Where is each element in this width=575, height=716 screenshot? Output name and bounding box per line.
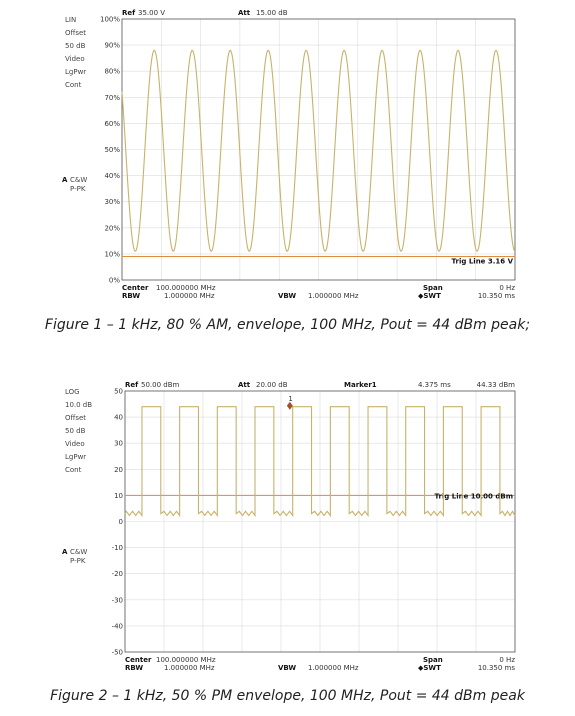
rbw-label: RBW: [122, 292, 140, 300]
figure-2-chart: Ref 50.00 dBm Att 20.00 dB Marker1 4.375 ms 44…: [0, 378, 575, 672]
side-label: 10.0 dB: [65, 401, 92, 409]
side-label: Cont: [65, 466, 82, 474]
marker-value: 44.33 dBm: [477, 381, 516, 389]
y-tick-label: 90%: [104, 42, 120, 50]
figure-1-svg: Ref 35.00 V Att 15.00 dB 100% 90% 80% 70% 60% 50%…: [62, 9, 516, 300]
marker-diamond: [286, 401, 293, 410]
y-tick-label: 0: [119, 518, 123, 526]
y-tick-label: 50: [114, 388, 123, 396]
side-label: LOG: [65, 388, 80, 396]
ref-label: Ref: [125, 381, 139, 389]
y-tick-label: 80%: [104, 68, 120, 76]
trigger-label: Trig Line 3.16 V: [452, 258, 514, 266]
trace-line: [121, 49, 516, 253]
y-tick-label: 60%: [104, 120, 120, 128]
marker-number: 1: [288, 395, 292, 403]
trace-label-mode: C&W: [70, 176, 87, 184]
span-label: Span: [423, 284, 443, 292]
y-tick-label: -40: [112, 622, 123, 630]
side-label: Video: [65, 55, 85, 63]
swt-label: ◆SWT: [418, 664, 441, 672]
center-value: 100.000000 MHz: [156, 284, 216, 292]
ref-value: 50.00 dBm: [141, 381, 180, 389]
span-value: 0 Hz: [499, 284, 515, 292]
swt-value: 10.350 ms: [478, 664, 516, 672]
swt-label: ◆SWT: [418, 292, 441, 300]
swt-value: 10.350 ms: [478, 292, 516, 300]
vbw-label: VBW: [278, 292, 296, 300]
figure-2-caption: Figure 2 – 1 kHz, 50 % PM envelope, 100 …: [50, 688, 525, 704]
y-tick-label: -50: [112, 649, 123, 657]
trace-label-a: A: [62, 548, 68, 556]
ref-value: 35.00 V: [138, 9, 165, 17]
marker-time: 4.375 ms: [418, 381, 451, 389]
plot-frame: [121, 18, 516, 281]
trigger-label: Trig Line 10.00 dBm: [434, 492, 513, 500]
ref-label: Ref: [122, 9, 136, 17]
side-label: Video: [65, 440, 85, 448]
y-tick-label: 30%: [104, 198, 120, 206]
att-value: 20.00 dB: [256, 381, 288, 389]
vbw-value: 1.000000 MHz: [308, 664, 359, 672]
side-label: LgPwr: [65, 453, 86, 461]
y-tick-label: 0%: [109, 277, 120, 285]
y-tick-label: 50%: [104, 146, 120, 154]
y-tick-label: -10: [112, 544, 123, 552]
vbw-value: 1.000000 MHz: [308, 292, 359, 300]
figure-1-caption: Figure 1 – 1 kHz, 80 % AM, envelope, 100…: [44, 317, 531, 333]
y-tick-label: 20%: [104, 224, 120, 232]
att-label: Att: [238, 9, 251, 17]
trace-label-detector: P-PK: [70, 185, 86, 193]
y-tick-label: 30: [114, 440, 123, 448]
y-tick-label: -30: [112, 596, 123, 604]
plot-frame: [124, 390, 516, 653]
rbw-value: 1.000000 MHz: [164, 292, 215, 300]
span-label: Span: [423, 656, 443, 664]
side-label: Offset: [65, 414, 86, 422]
y-tick-label: 10: [114, 492, 123, 500]
y-tick-label: 40: [114, 414, 123, 422]
trace-label-a: A: [62, 176, 68, 184]
side-label: LIN: [65, 16, 76, 24]
center-label: Center: [122, 284, 149, 292]
y-tick-label: 10%: [104, 250, 120, 258]
center-label: Center: [125, 656, 152, 664]
figure-2-svg: Ref 50.00 dBm Att 20.00 dB Marker1 4.375 ms 44…: [62, 381, 516, 672]
marker-label: Marker1: [344, 381, 377, 389]
trace-label-detector: P-PK: [70, 557, 86, 565]
trace-line: [124, 406, 516, 518]
side-label: 50 dB: [65, 42, 86, 50]
y-tick-label: 100%: [100, 16, 120, 24]
y-tick-label: 40%: [104, 172, 120, 180]
side-label: Offset: [65, 29, 86, 37]
side-label: 50 dB: [65, 427, 86, 435]
side-label: LgPwr: [65, 68, 86, 76]
y-tick-label: 20: [114, 466, 123, 474]
span-value: 0 Hz: [499, 656, 515, 664]
y-tick-label: 70%: [104, 94, 120, 102]
y-tick-label: -20: [112, 570, 123, 578]
center-value: 100.000000 MHz: [156, 656, 216, 664]
att-label: Att: [238, 381, 251, 389]
trace-label-mode: C&W: [70, 548, 87, 556]
att-value: 15.00 dB: [256, 9, 288, 17]
side-label: Cont: [65, 81, 82, 89]
vbw-label: VBW: [278, 664, 296, 672]
figure-1-chart: Ref 35.00 V Att 15.00 dB 100% 90% 80% 70% 60% 50%…: [0, 0, 575, 305]
rbw-value: 1.000000 MHz: [164, 664, 215, 672]
rbw-label: RBW: [125, 664, 143, 672]
